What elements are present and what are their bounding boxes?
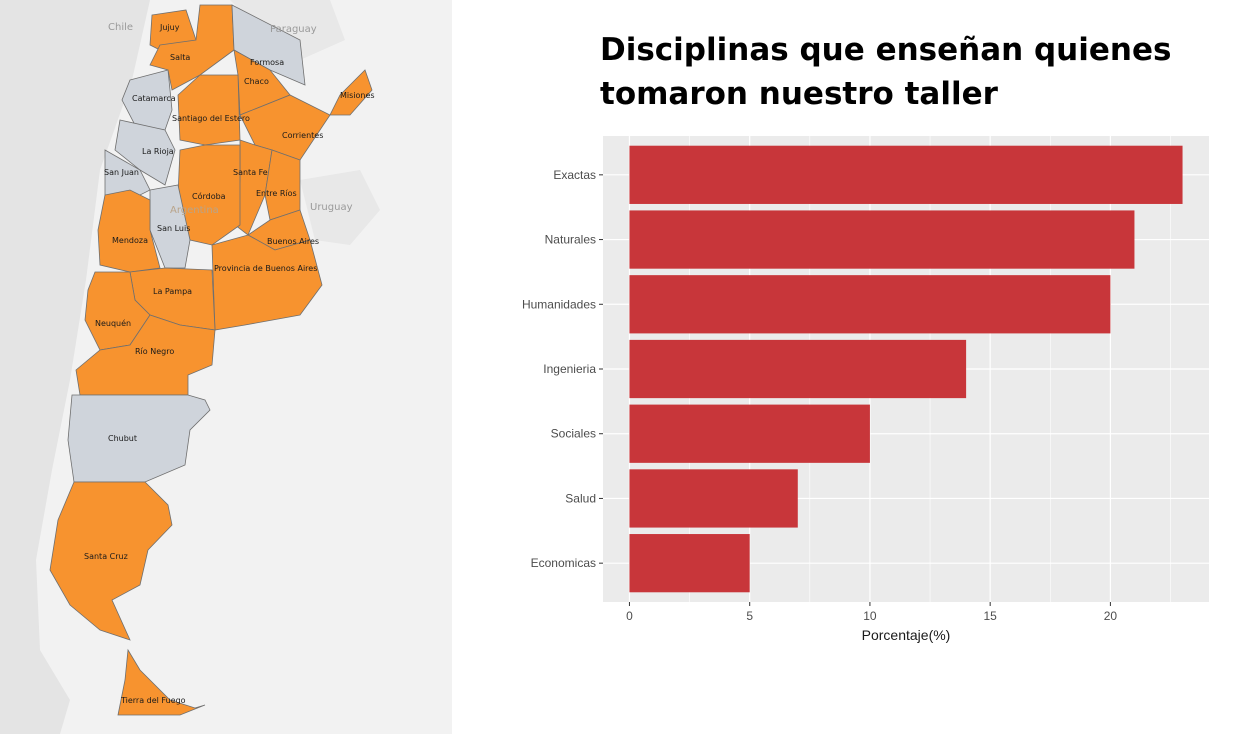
- label-santiago-del-estero: Santiago del Estero: [172, 114, 250, 123]
- label-jujuy: Jujuy: [159, 23, 180, 32]
- label-santa-cruz: Santa Cruz: [84, 552, 128, 561]
- country-labels: Chile Paraguay Uruguay Argentina: [108, 22, 353, 216]
- label-mendoza: Mendoza: [112, 236, 148, 245]
- label-buenos-aires: Buenos Aires: [267, 237, 319, 246]
- label-misiones: Misiones: [340, 91, 375, 100]
- y-tick-label: Naturales: [545, 233, 596, 247]
- country-label-argentina: Argentina: [170, 205, 219, 216]
- province-labels: Jujuy Salta Formosa Chaco Misiones Catam…: [84, 23, 375, 705]
- bar-ingenieria: [629, 339, 967, 399]
- label-chubut: Chubut: [108, 434, 137, 443]
- chile-land: [0, 0, 150, 734]
- country-label-paraguay: Paraguay: [270, 24, 317, 35]
- x-tick-label: 0: [626, 609, 633, 623]
- y-tick-label: Salud: [565, 491, 596, 505]
- map-svg: Chile Paraguay Uruguay Argentina Jujuy S…: [0, 0, 452, 734]
- y-tick-label: Economicas: [531, 556, 596, 570]
- province-salta[interactable]: [149, 4, 235, 91]
- bar-exactas: [629, 145, 1183, 204]
- chart-title-line-2: tomaron nuestro taller: [600, 76, 998, 112]
- argentina-map: Chile Paraguay Uruguay Argentina Jujuy S…: [0, 0, 452, 734]
- x-axis-title: Porcentaje(%): [862, 627, 951, 643]
- bar-naturales: [629, 210, 1135, 269]
- province-santa-cruz[interactable]: [49, 481, 173, 641]
- province-rio-negro[interactable]: [75, 314, 216, 396]
- y-tick-label: Humanidades: [522, 297, 596, 311]
- chart-title: Disciplinas que enseñan quienes tomaron n…: [600, 28, 1220, 116]
- province-tierra-del-fuego[interactable]: [117, 648, 206, 716]
- label-san-juan: San Juan: [104, 168, 139, 177]
- province-la-rioja: [114, 119, 176, 186]
- label-salta: Salta: [170, 53, 190, 62]
- label-santa-fe: Santa Fe: [233, 168, 268, 177]
- paraguay-land: [230, 0, 345, 60]
- province-chubut: [67, 394, 211, 483]
- bars: [629, 145, 1183, 593]
- label-la-pampa: La Pampa: [153, 287, 192, 296]
- label-san-luis: San Luis: [157, 224, 190, 233]
- x-axis-ticks: 0 5 10 15 20: [626, 602, 1117, 623]
- chart-title-line-1: Disciplinas que enseñan quienes: [600, 32, 1172, 68]
- label-corrientes: Corrientes: [282, 131, 323, 140]
- label-entre-rios: Entre Ríos: [256, 189, 297, 198]
- province-mendoza[interactable]: [97, 189, 161, 273]
- label-la-rioja: La Rioja: [142, 147, 174, 156]
- x-tick-label: 15: [983, 609, 997, 623]
- bar-salud: [629, 469, 798, 528]
- country-label-chile: Chile: [108, 22, 133, 33]
- bar-sociales: [629, 404, 870, 463]
- bar-economicas: [629, 534, 750, 593]
- y-tick-label: Sociales: [551, 427, 596, 441]
- province-formosa[interactable]: [231, 4, 306, 86]
- country-label-uruguay: Uruguay: [310, 202, 353, 213]
- x-tick-label: 20: [1104, 609, 1118, 623]
- x-tick-label: 10: [863, 609, 877, 623]
- y-tick-label: Ingenieria: [543, 362, 596, 376]
- y-axis-ticks: Exactas Naturales Humanidades Ingenieria Soc…: [522, 168, 603, 570]
- y-tick-label: Exactas: [553, 168, 596, 182]
- label-neuquen: Neuquén: [95, 318, 131, 328]
- province-misiones[interactable]: [329, 69, 373, 116]
- bar-humanidades: [629, 275, 1111, 334]
- label-formosa: Formosa: [250, 58, 284, 67]
- label-cordoba: Córdoba: [192, 191, 226, 201]
- label-rio-negro: Río Negro: [135, 347, 174, 356]
- x-tick-label: 5: [746, 609, 753, 623]
- uruguay-land: [300, 170, 380, 245]
- label-catamarca: Catamarca: [132, 94, 176, 103]
- label-tierra-del-fuego: Tierra del Fuego: [120, 696, 186, 705]
- label-provincia-de-buenos-aires: Provincia de Buenos Aires: [214, 264, 317, 273]
- province-provincia-de-buenos-aires[interactable]: [211, 234, 323, 331]
- label-chaco: Chaco: [244, 77, 269, 86]
